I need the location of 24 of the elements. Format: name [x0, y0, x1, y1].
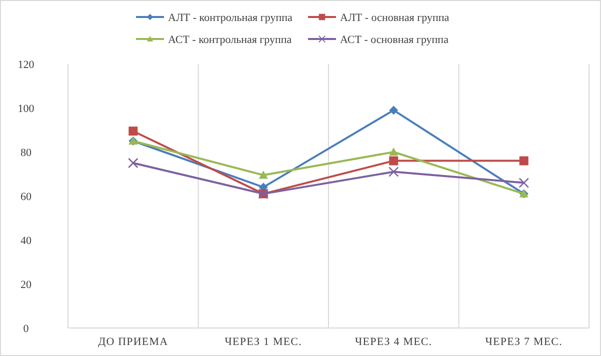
- point: [388, 166, 399, 177]
- point: [128, 126, 138, 136]
- point: [518, 178, 530, 188]
- y-tick-label: 40: [20, 234, 32, 247]
- y-tick-label: 80: [20, 146, 32, 159]
- x-tick-label: ЧЕРЕЗ 4 МЕС.: [355, 336, 432, 348]
- y-tick-label: 0: [23, 322, 30, 335]
- y-tick-label: 20: [20, 278, 32, 291]
- point: [389, 156, 398, 166]
- point: [128, 158, 138, 168]
- point: [519, 156, 528, 166]
- x-tick-label: ЧЕРЕЗ 7 МЕС.: [485, 336, 562, 348]
- point: [258, 170, 268, 179]
- x-tick-label: ЧЕРЕЗ 1 МЕС.: [224, 336, 302, 348]
- legend-label: АЛТ - основная группа: [340, 12, 450, 24]
- legend-label: АСТ - основная группа: [340, 34, 449, 46]
- point: [389, 106, 398, 115]
- legend-label: АЛТ - контрольная группа: [168, 12, 292, 24]
- legend-label: АСТ - контрольная группа: [168, 34, 292, 46]
- y-tick-label: 100: [18, 102, 35, 115]
- y-tick-label: 120: [18, 58, 35, 71]
- x-tick-label: ДО ПРИЕМА: [98, 336, 168, 348]
- point: [389, 148, 398, 156]
- y-tick-label: 60: [20, 190, 32, 203]
